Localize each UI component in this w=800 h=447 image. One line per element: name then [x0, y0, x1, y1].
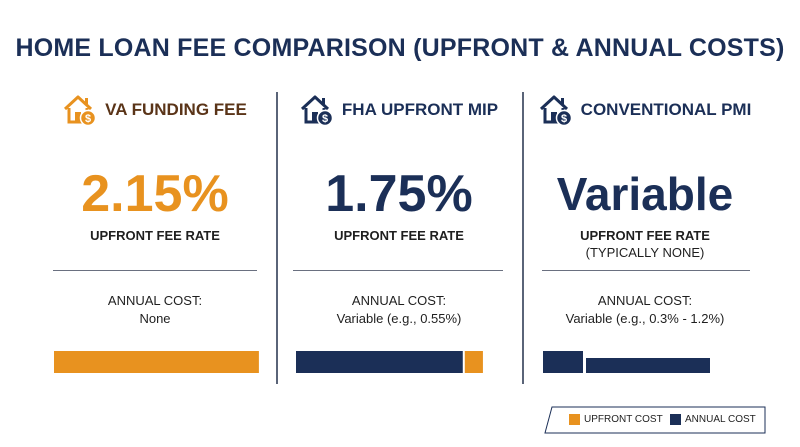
legend-frame — [544, 406, 766, 434]
column-divider — [276, 92, 278, 384]
upfront-cost-bar — [296, 351, 463, 373]
va-annual-value: None — [139, 311, 171, 326]
conventional-rate-note: (TYPICALLY NONE) — [585, 245, 705, 260]
va-header: $ VA FUNDING FEE — [35, 90, 275, 130]
house-dollar-icon: $ — [64, 95, 97, 127]
va-annual-label: ANNUAL COST: — [107, 293, 203, 308]
fha-cost-bar — [296, 351, 483, 373]
house-dollar-icon: $ — [300, 95, 334, 127]
conventional-heading: CONVENTIONAL PMI — [580, 100, 752, 119]
conventional-rate-label: UPFRONT FEE RATE — [580, 228, 710, 243]
legend-label-upfront: UPFRONT COST — [584, 414, 663, 425]
conventional-annual-value: Variable (e.g., 0.3% - 1.2%) — [565, 311, 725, 326]
va-upfront-rate: 2.15% — [81, 165, 229, 223]
legend-item-annual: ANNUAL COST — [670, 414, 756, 425]
legend-swatch-upfront — [569, 414, 580, 425]
legend-swatch-annual — [670, 414, 681, 425]
fha-annual-label: ANNUAL COST: — [351, 293, 447, 308]
fha-header: $ FHA UPFRONT MIP — [279, 90, 519, 130]
conventional-upfront-rate: Variable — [556, 168, 734, 220]
conventional-separator — [542, 270, 750, 271]
conventional-header: $ CONVENTIONAL PMI — [525, 90, 765, 130]
chart-title: HOME LOAN FEE COMPARISON (UPFRONT & ANNU… — [15, 34, 785, 62]
legend-label-annual: ANNUAL COST — [685, 414, 756, 425]
va-column: $ VA FUNDING FEE 2.15% UPFRONT FEE RATE … — [35, 90, 275, 390]
va-separator — [53, 270, 257, 271]
svg-text:$: $ — [561, 113, 567, 125]
conventional-column: $ CONVENTIONAL PMI Variable UPFRONT FEE … — [525, 90, 765, 390]
svg-text:$: $ — [85, 113, 91, 125]
annual-cost-bar-segment — [586, 358, 710, 373]
legend-item-upfront: UPFRONT COST — [569, 414, 663, 425]
fha-column: $ FHA UPFRONT MIP 1.75% UPFRONT FEE RATE… — [279, 90, 519, 390]
conventional-cost-bar — [543, 351, 710, 373]
upfront-cost-bar — [54, 351, 259, 373]
va-cost-bar — [54, 351, 259, 373]
fha-annual-value: Variable (e.g., 0.55%) — [336, 311, 462, 326]
fha-separator — [293, 270, 503, 271]
annual-cost-bar-segment — [464, 351, 483, 373]
va-rate-label: UPFRONT FEE RATE — [90, 228, 220, 243]
conventional-annual-label: ANNUAL COST: — [597, 293, 693, 308]
va-heading: VA FUNDING FEE — [105, 100, 247, 119]
fha-upfront-rate: 1.75% — [325, 165, 473, 223]
house-dollar-icon: $ — [539, 95, 572, 127]
fha-rate-label: UPFRONT FEE RATE — [334, 228, 464, 243]
column-divider — [522, 92, 524, 384]
legend: UPFRONT COST ANNUAL COST — [544, 406, 766, 434]
svg-text:$: $ — [322, 113, 328, 125]
fha-heading: FHA UPFRONT MIP — [341, 100, 499, 119]
annual-cost-bar-segment — [543, 351, 583, 373]
